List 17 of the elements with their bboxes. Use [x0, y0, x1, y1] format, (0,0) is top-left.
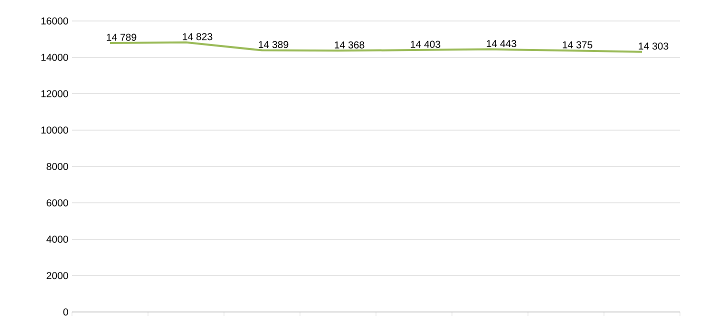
y-tick-label: 6000 — [46, 199, 68, 206]
y-tick-label: 16000 — [41, 17, 68, 25]
data-label: 14 789 — [106, 34, 136, 41]
data-label: 14 823 — [182, 33, 212, 40]
data-label: 14 368 — [334, 41, 364, 48]
data-label: 14 303 — [638, 42, 668, 50]
y-tick-label: 14000 — [41, 54, 68, 61]
data-label: 14 389 — [258, 41, 288, 48]
y-tick-label: 0 — [63, 308, 68, 316]
data-label: 14 375 — [562, 41, 592, 48]
y-tick-label: 2000 — [46, 272, 68, 280]
y-tick-label: 10000 — [41, 126, 68, 134]
y-tick-label: 12000 — [41, 90, 68, 98]
data-label: 14 443 — [486, 40, 516, 48]
data-label: 14 403 — [410, 40, 440, 48]
y-tick-label: 4000 — [46, 236, 68, 243]
y-tick-label: 8000 — [46, 162, 68, 170]
